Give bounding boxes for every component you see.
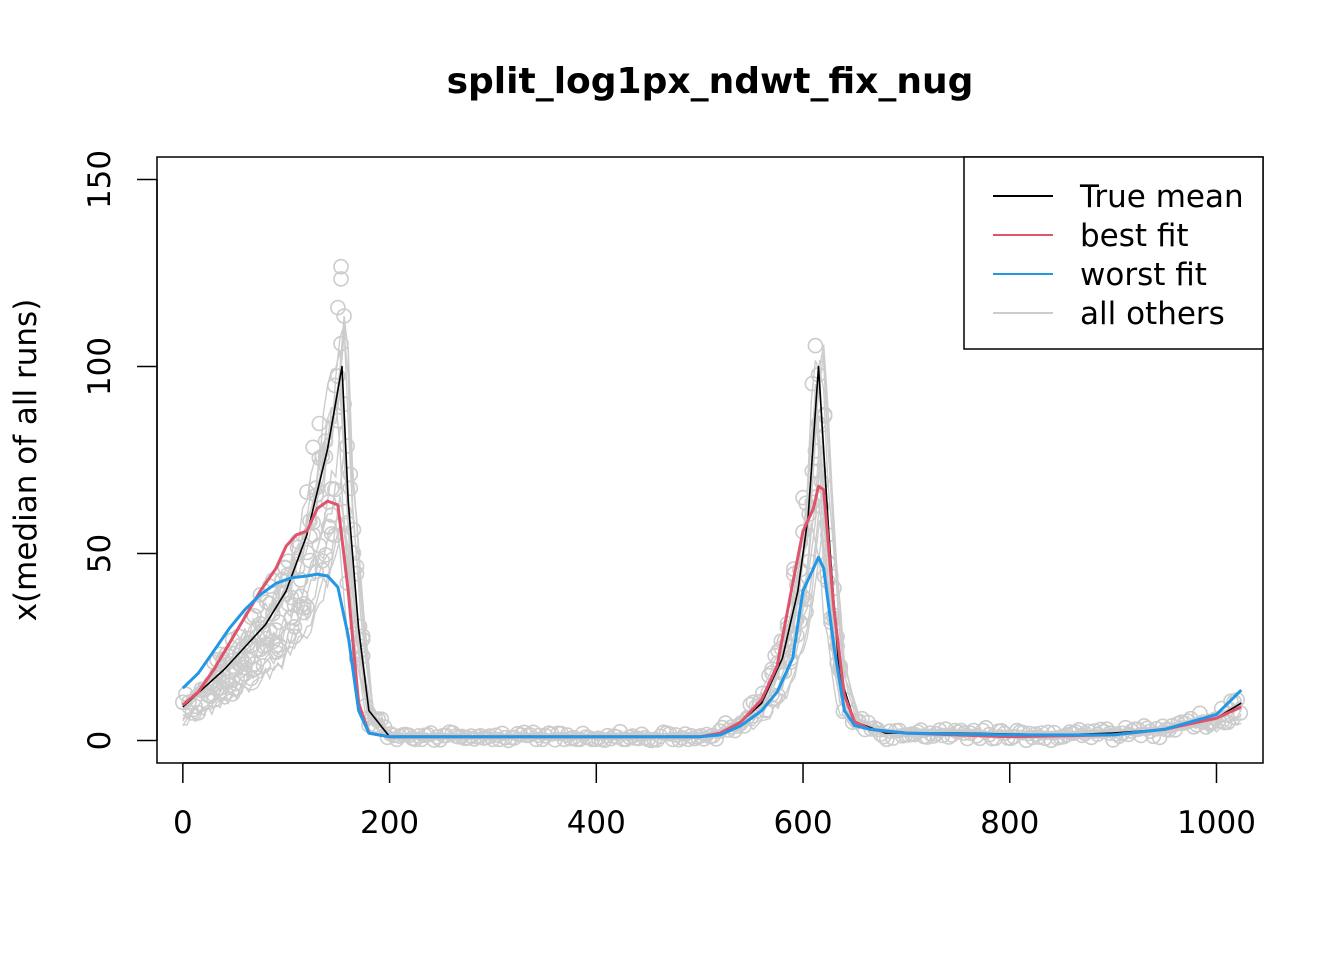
observation-point [326,481,343,498]
observation-point [336,308,352,324]
observation-point [295,595,312,612]
observation-point [333,271,349,287]
observation-point [190,704,207,721]
legend-label: best fit [1080,218,1189,254]
observation-point [271,637,287,653]
observation-point [255,657,272,674]
observation-point [271,641,287,658]
observation-point [798,591,814,608]
observation-point [237,656,253,672]
observation-point [299,598,315,615]
observation-point [317,433,334,449]
observation-point [240,630,256,647]
observation-point [348,558,365,575]
observation-point [261,622,278,639]
y-tick-label: 0 [82,731,118,751]
observation-point [333,335,349,352]
observation-point [326,377,343,394]
observation-point [333,258,349,275]
observation-point [720,722,737,738]
observation-point [345,521,362,538]
observation-point [795,524,811,540]
observation-point [336,503,352,520]
worst-fit-line [181,555,1243,739]
x-tick-label: 600 [773,805,832,841]
observation-point [289,539,306,556]
x-tick-label: 200 [360,805,419,841]
observation-point [807,337,824,354]
legend-box [963,156,1264,350]
observation-point [268,644,284,661]
observation-point [1086,723,1103,739]
series-group [181,365,1243,739]
observation-point [292,571,309,588]
observation-point [1015,724,1032,741]
observation-point [317,448,334,465]
observation-point [782,654,799,670]
observation-point [314,562,331,578]
observation-point [354,631,371,648]
observation-point [246,661,262,678]
legend-label: True mean [1079,179,1244,215]
observation-point [816,407,833,424]
observation-point [311,450,328,466]
x-tick-label: 0 [173,805,193,841]
observation-point [246,656,262,672]
observation-point [311,415,328,432]
observation-point [528,731,545,748]
observation-point [283,589,300,606]
observation-point [218,685,235,701]
observation-point [286,618,303,635]
x-tick-label: 800 [980,805,1039,841]
observation-point [299,484,315,500]
observation-point [261,595,278,612]
legend-label: all others [1080,296,1225,332]
observation-point [556,731,573,748]
observation-point [330,368,346,385]
y-tick-label: 50 [82,534,118,573]
observation-point [919,729,935,745]
observation-point [788,577,805,593]
observation-point [512,727,529,743]
observation-point [308,487,325,503]
y-tick-label: 100 [82,337,118,396]
y-tick-label: 150 [82,150,118,209]
y-axis-label: x(median of all runs) [8,299,44,622]
observation-point [1220,714,1236,731]
observation-point [348,565,365,582]
x-tick-label: 1000 [1177,805,1256,841]
observation-point [342,480,359,497]
observation-point [317,547,334,563]
observation-point [339,438,356,454]
observation-point [286,628,303,645]
axes-group: 0 200 400 600 800 1000 0 50 100 150 [82,150,1256,841]
observation-point [227,681,244,697]
legend-label: worst fit [1080,257,1207,293]
x-tick-label: 400 [567,805,626,841]
observation-point [630,730,647,747]
observation-point [807,442,824,459]
chart-title: split_log1px_ndwt_fix_nug [447,61,974,102]
observation-point [1096,723,1112,740]
observation-point [243,670,259,687]
